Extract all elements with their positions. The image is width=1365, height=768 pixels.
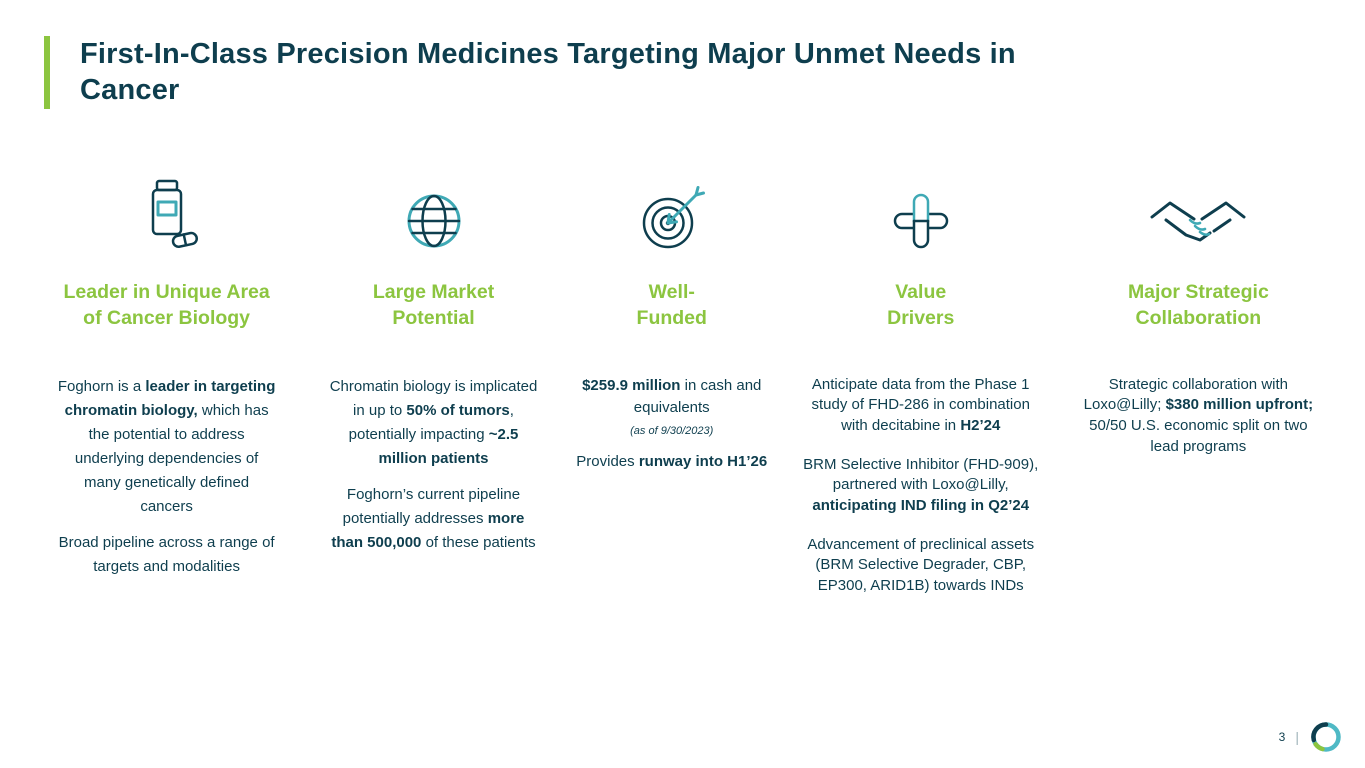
column-body: $259.9 million in cash and equivalents (a… [574,375,770,474]
body-paragraph: Foghorn is a leader in targeting chromat… [58,375,276,519]
column-heading: Well- Funded [636,280,707,330]
body-paragraph: Foghorn’s current pipeline potentially a… [327,483,541,555]
column-large-market: Large Market Potential Chromatin biology… [321,153,546,597]
footer-divider: | [1295,729,1299,745]
text-run: anticipating IND filing in Q2’24 [812,496,1030,514]
slide-footer: 3 | [1279,720,1343,754]
medical-cross-icon [798,153,1044,253]
handshake-icon [1072,153,1325,253]
text-run: 50% of tumors [406,401,510,419]
column-strategic-collaboration: Major Strategic Collaboration Strategic … [1072,153,1325,597]
column-heading: Major Strategic Collaboration [1127,280,1269,330]
globe-icon [321,153,546,253]
text-run: Broad pipeline across a range of targets… [58,533,275,575]
text-run: (as of 9/30/2023) [630,424,714,437]
text-run: runway into H1’26 [638,453,768,470]
body-paragraph: Strategic collaboration with Loxo@Lilly;… [1077,375,1319,458]
body-paragraph: BRM Selective Inhibitor (FHD-909), partn… [802,455,1040,517]
column-heading: Large Market Potential [372,280,495,330]
body-paragraph: Chromatin biology is implicated in up to… [327,375,541,471]
text-run: ~2.5 million patients [378,425,519,467]
column-body: Strategic collaboration with Loxo@Lilly;… [1072,375,1325,458]
text-run: $380 million upfront; [1165,396,1314,414]
column-value-drivers: Value Drivers Anticipate data from the P… [798,153,1044,597]
key-highlights: Leader in Unique Area of Cancer Biology … [0,109,1365,597]
column-heading: Value Drivers [887,280,955,330]
text-run: Anticipate data from the Phase 1 study o… [811,375,1030,434]
text-run: Foghorn’s current pipeline potentially a… [342,485,521,527]
column-well-funded: Well- Funded $259.9 million in cash and … [574,153,770,597]
foghorn-logo-icon [1309,720,1343,754]
target-arrow-icon [574,153,770,253]
text-run: $259.9 million [582,376,681,394]
text-run: Provides [576,453,639,470]
body-paragraph: Advancement of preclinical assets (BRM S… [802,535,1040,597]
text-run: more than 500,000 [331,509,525,551]
text-run: of these patients [421,533,536,551]
pill-bottle-icon [40,153,293,253]
text-run: Strategic collaboration with Loxo@Lilly; [1083,375,1288,414]
footnote-text: (as of 9/30/2023) [576,423,768,440]
text-run: 50/50 U.S. economic split on two lead pr… [1089,416,1308,455]
text-run: which has the potential to address under… [74,401,269,515]
text-run: Chromatin biology is implicated in up to [329,377,538,419]
column-heading: Leader in Unique Area of Cancer Biology [63,280,270,330]
title-accent-bar [44,36,50,109]
column-body: Chromatin biology is implicated in up to… [321,375,546,555]
body-paragraph: $259.9 million in cash and equivalents [576,375,768,420]
column-body: Anticipate data from the Phase 1 study o… [798,375,1044,597]
text-run: in cash and equivalents [633,376,762,417]
text-run: BRM Selective Inhibitor (FHD-909), partn… [803,455,1039,494]
page-number: 3 [1278,730,1286,744]
text-run: leader in targeting chromatin biology, [64,377,276,419]
body-paragraph: Broad pipeline across a range of targets… [58,531,276,579]
text-run: Advancement of preclinical assets (BRM S… [807,535,1035,594]
text-run: H2’24 [960,416,1001,434]
slide-title: First-In-Class Precision Medicines Targe… [80,38,1016,107]
column-leader-cancer-biology: Leader in Unique Area of Cancer Biology … [40,153,293,597]
text-run: , potentially impacting [348,401,514,443]
column-body: Foghorn is a leader in targeting chromat… [40,375,293,579]
text-run: Foghorn is a [57,377,146,395]
body-paragraph: Anticipate data from the Phase 1 study o… [802,375,1040,437]
body-paragraph: Provides runway into H1’26 [576,451,768,474]
slide-header: First-In-Class Precision Medicines Targe… [0,0,1365,109]
